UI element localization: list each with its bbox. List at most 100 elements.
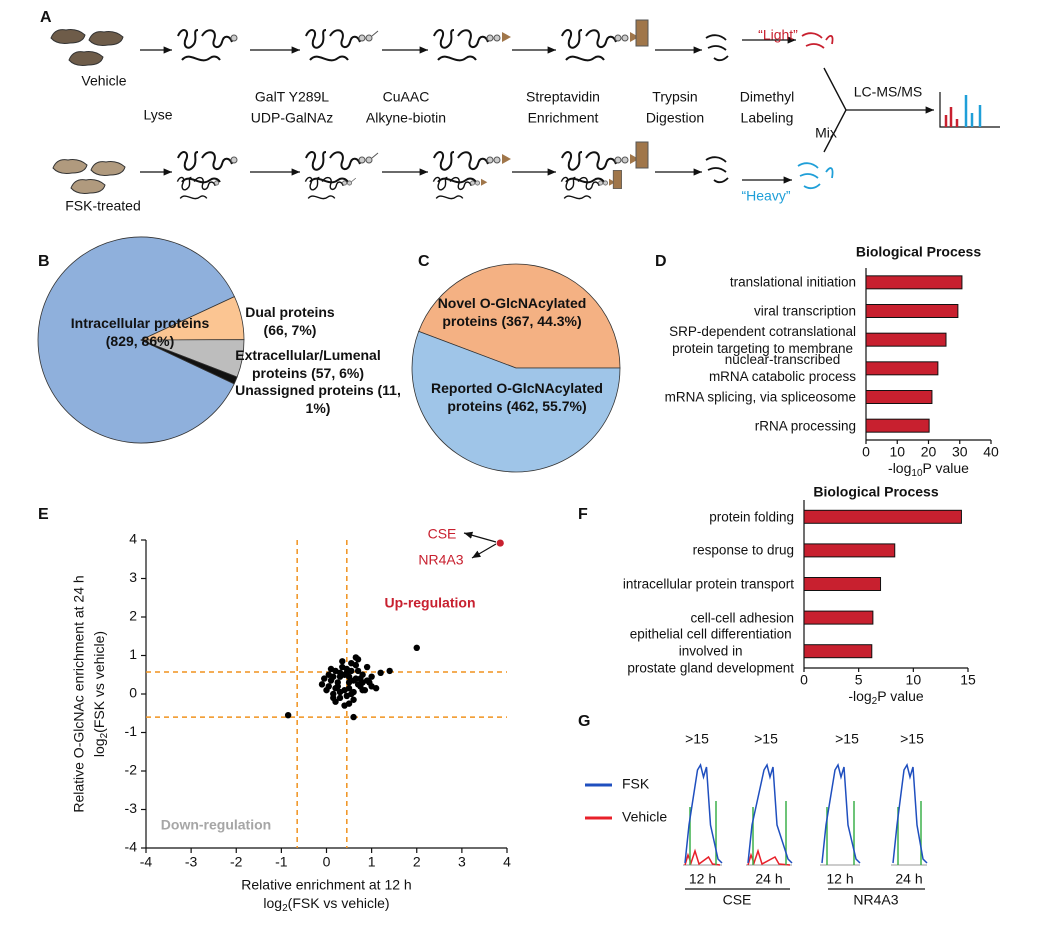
glycan: [614, 156, 622, 164]
legend-label: Vehicle: [622, 809, 667, 825]
azide: [371, 30, 379, 37]
y-tick-label: -1: [125, 723, 138, 739]
x-axis-label-sub-part: 2: [282, 903, 288, 914]
slice-value: (66, 7%): [263, 322, 317, 338]
slice-name: Dual proteins: [245, 304, 335, 320]
glycan: [486, 34, 494, 42]
group-label: CSE: [723, 892, 752, 908]
glycan: [358, 34, 366, 42]
glycan: [486, 156, 494, 164]
fsk-trace: [821, 763, 861, 864]
protein-chain: [433, 151, 489, 184]
biotin: [630, 154, 639, 164]
bar: [803, 543, 896, 558]
panel-label: E: [38, 506, 49, 523]
peak-label: >15: [835, 731, 859, 747]
slice-value: (57, 6%): [311, 365, 365, 381]
x-tick-label: -1: [275, 854, 288, 870]
y-tick-label: -3: [125, 800, 138, 816]
point: [361, 686, 369, 694]
panel-label: B: [38, 253, 50, 270]
point: [330, 673, 337, 680]
cell: [68, 51, 104, 66]
glycan: [342, 180, 348, 186]
x-tick-label: -2: [230, 854, 243, 870]
slice-value: (462, 55.7%): [506, 398, 587, 414]
point: [366, 679, 373, 686]
protein-chain: [561, 29, 617, 62]
step-label: Alkyne-biotin: [366, 110, 446, 126]
protein-chain: [305, 151, 361, 184]
bar: [803, 577, 882, 591]
pie-label: Reported O-GlcNAcylated proteins (462, 5…: [421, 379, 613, 415]
slice-name: Novel O-GlcNAcylated proteins: [437, 295, 587, 329]
step-label: Lyse: [143, 107, 172, 123]
protein-icon: [433, 151, 511, 184]
bar: [865, 275, 963, 290]
y-tick-label: -2: [125, 762, 138, 778]
bar: [865, 332, 947, 347]
category-label: protein folding: [709, 509, 794, 525]
bead: [612, 170, 622, 189]
glycan: [365, 34, 373, 42]
x-axis-label: Relative enrichment at 12 h: [241, 877, 411, 893]
x-axis-label-sub: log2(FSK vs vehicle): [263, 895, 389, 914]
slice-name: Unassigned proteins: [235, 382, 374, 398]
time-label: 24 h: [755, 871, 782, 887]
protein-icon: [561, 141, 649, 184]
y-axis-label: Relative O-GlcNAc enrichment at 24 h: [71, 575, 87, 812]
x-tick-label: 40: [983, 444, 999, 460]
bead: [635, 19, 649, 47]
x-tick-label: -3: [185, 854, 198, 870]
bar: [865, 418, 930, 433]
protein-chain: [177, 29, 233, 62]
y-tick-label: -4: [125, 839, 138, 855]
y-tick-label: 1: [129, 646, 137, 662]
protein-icon: [561, 19, 649, 62]
protein-icon: [177, 29, 238, 62]
x-tick-label: 1: [368, 854, 376, 870]
x-tick-label: 5: [855, 672, 863, 688]
glycan: [214, 180, 220, 186]
annotation: NR4A3: [418, 552, 463, 568]
x-tick-label: 2: [413, 854, 421, 870]
panel-label: D: [655, 253, 667, 270]
bar: [865, 304, 959, 318]
point: [325, 683, 332, 690]
y-axis-label-sub-part: (FSK vs vehicle): [91, 631, 107, 733]
x-axis-label-part: P value: [877, 688, 924, 704]
slice-name: Reported O-GlcNAcylated proteins: [431, 380, 603, 414]
pie-label: Novel O-GlcNAcylated proteins (367, 44.3…: [416, 294, 608, 330]
glycan: [621, 34, 629, 42]
biotin: [502, 32, 511, 42]
vehicle-trace: [684, 848, 721, 866]
point: [352, 661, 360, 669]
point: [336, 669, 344, 677]
condition-label: Vehicle: [81, 73, 126, 89]
label-heavy: “Heavy”: [741, 188, 790, 204]
bar: [803, 509, 962, 524]
time-label: 24 h: [895, 871, 922, 887]
slice-name: Extracellular/Lumenal proteins: [235, 347, 381, 381]
x-axis-label: -log10P value: [888, 460, 969, 479]
protein-chain: [304, 176, 344, 200]
x-axis-label-part: 2: [872, 696, 878, 707]
chart-title: Biological Process: [856, 244, 981, 260]
protein-icon: [560, 170, 622, 200]
slice-value: (829, 86%): [105, 333, 175, 349]
peptides: [705, 34, 729, 62]
step-label: Streptavidin: [526, 89, 600, 105]
fsk-trace: [684, 763, 723, 864]
x-tick-label: 10: [889, 444, 905, 460]
category-label: viral transcription: [753, 303, 856, 319]
glycan: [230, 156, 238, 164]
point: [345, 685, 353, 692]
x-tick-label: -4: [140, 854, 153, 870]
x-axis-label-sub-part: log: [263, 895, 282, 911]
point: [354, 667, 362, 675]
point: [352, 654, 360, 661]
pie-label: Extracellular/Lumenal proteins (57, 6%): [210, 346, 406, 382]
y-axis-label-sub: log2(FSK vs vehicle): [91, 631, 110, 757]
